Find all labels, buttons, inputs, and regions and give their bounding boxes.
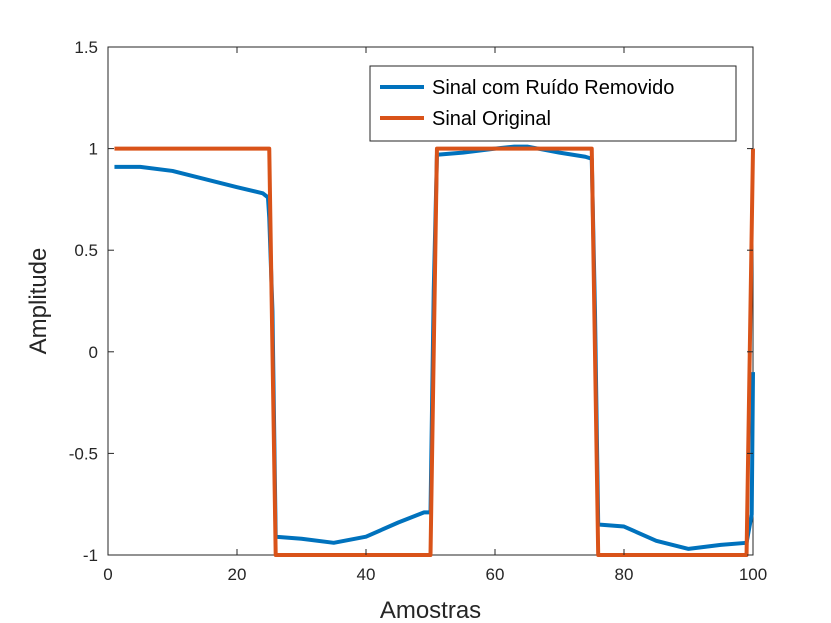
legend-label-denoised: Sinal com Ruído Removido — [432, 77, 674, 99]
legend-label-original: Sinal Original — [432, 108, 551, 130]
x-axis-title: Amostras — [380, 597, 481, 623]
y-tick-label: 0 — [89, 343, 98, 362]
tick-layer: 0 20 40 60 80 100 -1 -0.5 0 0.5 1 1.5 — [69, 38, 767, 584]
y-axis-title: Amplitude — [25, 248, 52, 355]
x-tick-label: 100 — [739, 565, 767, 584]
x-tick-label: 20 — [228, 565, 247, 584]
y-tick-label: 0.5 — [74, 241, 98, 260]
y-tick-label: 1.5 — [74, 38, 98, 57]
x-tick-label: 80 — [615, 565, 634, 584]
legend: Sinal com Ruído Removido Sinal Original — [369, 65, 737, 142]
series-layer — [114, 144, 755, 557]
series-line-original — [114, 146, 755, 557]
x-tick-label: 40 — [357, 565, 376, 584]
y-tick-label: 1 — [89, 140, 98, 159]
x-tick-label: 0 — [103, 565, 112, 584]
y-tick-label: -0.5 — [69, 444, 98, 463]
x-tick-label: 60 — [486, 565, 505, 584]
y-tick-label: -1 — [83, 546, 98, 565]
legend-box — [369, 65, 737, 142]
